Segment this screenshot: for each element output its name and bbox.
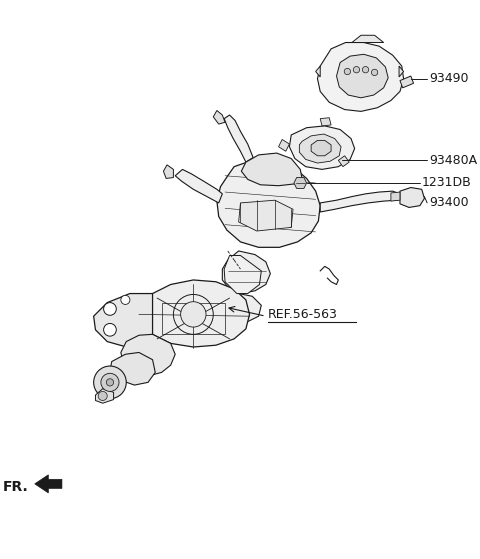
Circle shape [121, 295, 130, 305]
Circle shape [372, 69, 378, 75]
Polygon shape [400, 76, 414, 88]
Polygon shape [352, 35, 384, 42]
Polygon shape [239, 200, 293, 231]
Polygon shape [320, 191, 400, 212]
Circle shape [101, 373, 119, 391]
Polygon shape [311, 140, 331, 156]
Text: 93400: 93400 [429, 196, 468, 210]
Polygon shape [94, 293, 153, 348]
Circle shape [94, 366, 126, 399]
Polygon shape [96, 389, 114, 403]
Polygon shape [317, 42, 404, 111]
Text: 93490: 93490 [429, 72, 468, 86]
Circle shape [98, 391, 107, 400]
Polygon shape [336, 54, 388, 98]
Circle shape [344, 68, 350, 75]
Polygon shape [294, 178, 307, 188]
Polygon shape [121, 334, 175, 376]
Circle shape [362, 67, 369, 73]
Text: 1231DB: 1231DB [422, 177, 471, 190]
Text: REF.56-563: REF.56-563 [268, 308, 337, 321]
Polygon shape [224, 255, 261, 293]
Polygon shape [316, 66, 320, 77]
Polygon shape [213, 111, 225, 124]
Polygon shape [136, 280, 250, 347]
Polygon shape [222, 251, 270, 293]
Polygon shape [228, 293, 261, 321]
Text: 93480A: 93480A [429, 154, 477, 167]
Polygon shape [399, 66, 404, 77]
Circle shape [180, 302, 206, 327]
Polygon shape [320, 118, 331, 126]
Polygon shape [175, 169, 222, 203]
Polygon shape [289, 126, 355, 169]
Circle shape [107, 379, 114, 386]
Circle shape [296, 178, 305, 187]
Polygon shape [224, 115, 253, 162]
Circle shape [353, 67, 360, 73]
Polygon shape [338, 156, 349, 167]
Polygon shape [400, 187, 424, 207]
Polygon shape [278, 140, 289, 151]
Polygon shape [35, 475, 62, 493]
Polygon shape [241, 153, 302, 186]
Polygon shape [391, 192, 400, 201]
Text: FR.: FR. [3, 480, 28, 494]
Polygon shape [110, 353, 155, 385]
Circle shape [104, 324, 116, 336]
Polygon shape [300, 134, 341, 163]
Circle shape [104, 302, 116, 315]
Polygon shape [163, 165, 173, 178]
Polygon shape [217, 160, 320, 247]
